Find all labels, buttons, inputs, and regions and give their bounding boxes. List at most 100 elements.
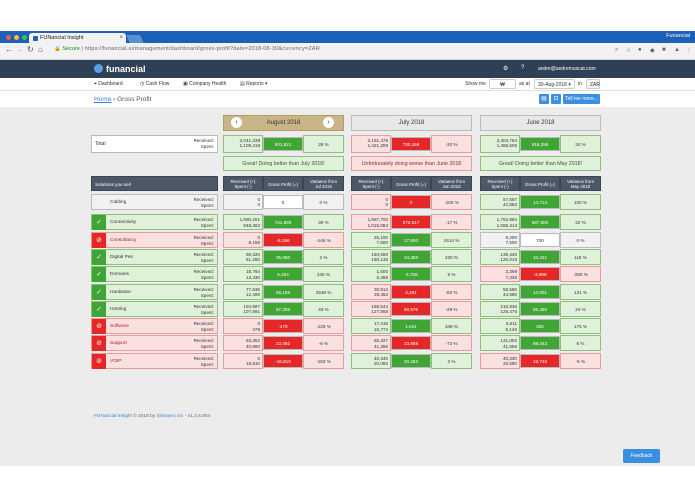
cell-received: 5,511: [505, 321, 517, 327]
chart-view-button[interactable]: ▤: [539, 94, 549, 104]
nav-reports[interactable]: ▤ Reports ▾: [240, 81, 268, 87]
cell-received: 194,997: [243, 303, 260, 309]
row-label-voip[interactable]: ⊘ VOIP Received: Spent:: [91, 352, 218, 369]
cell-received: 30,914: [373, 286, 388, 292]
cell-gross-profit: 65,166: [263, 284, 303, 299]
star-icon[interactable]: ☆: [626, 48, 632, 54]
app-logo[interactable]: funancial: [106, 64, 146, 74]
row-label-cabling[interactable]: Cabling Received: Spent:: [91, 194, 218, 210]
cell-gross-profit: -3,758: [391, 267, 431, 282]
forward-icon[interactable]: →: [16, 45, 24, 54]
show-me-label: Show me: [465, 81, 486, 87]
browser-profile[interactable]: Funancial: [666, 33, 690, 39]
row-name: Digital Pen: [110, 254, 134, 260]
breadcrumb-home-link[interactable]: Home: [94, 96, 112, 103]
cell-received-spent: 65,327 41,359: [351, 335, 391, 352]
cell-received: 210,936: [500, 303, 517, 309]
tell-me-more-button[interactable]: Tell me more...: [563, 94, 600, 104]
cell-spent: 107,691: [243, 309, 260, 315]
cell-received-spent: 96,320 61,260: [223, 248, 263, 265]
table-view-button[interactable]: ⊡: [551, 94, 561, 104]
row-label-hosting[interactable]: ✓ Hosting Received: Spent:: [91, 300, 218, 317]
footer-copyright: © 2018 by: [131, 414, 157, 419]
cell-spent: 13,330: [245, 274, 260, 280]
nav-company-health[interactable]: ▣ Company Health: [183, 81, 226, 87]
chart-icon: ▤: [240, 81, 245, 87]
cell-received-spent: 194,997 107,691: [223, 300, 263, 317]
month-header-jul: July 2018: [351, 115, 472, 131]
row-name: Consultancy: [110, 237, 137, 243]
cell-variance: 131 %: [560, 283, 601, 300]
window-maximize-dot[interactable]: [22, 35, 27, 40]
feedback-button[interactable]: Feedback: [623, 449, 660, 463]
cell-gross-profit: 14,001: [520, 284, 560, 299]
row-label-domains[interactable]: ✓ Domains Received: Spent:: [91, 266, 218, 283]
message-jun: Great! Doing better than May 2018!: [480, 156, 601, 171]
header-variance-line2: May 2018: [570, 184, 591, 189]
header-received-spent-jul: Received (+) Spent (-): [351, 176, 391, 191]
address-bar[interactable]: 🔒 Secure | https://funancial.ai/manageme…: [54, 46, 614, 56]
cell-received: 63,352: [245, 338, 260, 344]
show-me-select[interactable]: ₩: [489, 79, 516, 89]
nav-cash-flow[interactable]: ◷ Cash Flow: [140, 81, 169, 87]
spent-label: Spent:: [200, 309, 214, 315]
home-icon[interactable]: ⌂: [38, 45, 43, 54]
zoom-icon[interactable]: ⌕: [615, 47, 619, 53]
browser-tab[interactable]: FUNancial Insight ×: [29, 33, 126, 43]
cell-variance: 30 %: [303, 214, 344, 231]
row-label-connectivity[interactable]: ✓ Connectivity Received: Spent:: [91, 214, 218, 231]
extension-icon-2[interactable]: ◆: [650, 48, 655, 54]
row-label-hardware[interactable]: ✓ Hardware Received: Spent:: [91, 283, 218, 300]
prev-month-button[interactable]: ‹: [231, 117, 242, 128]
message-jul: Unfortunately doing worse than June 2018: [351, 156, 472, 171]
extension-icon-3[interactable]: ■: [662, 47, 666, 53]
footer-company-link[interactable]: Sinnaero Inc: [156, 414, 184, 419]
cell-variance: 230 %: [431, 248, 472, 265]
row-label-support[interactable]: ⊘ Support Received: Spent:: [91, 335, 218, 352]
cell-gross-profit: 60,976: [391, 301, 431, 316]
extension-icon[interactable]: ●: [638, 47, 642, 53]
cell-received: 58,585: [502, 286, 517, 292]
received-label: Received:: [193, 303, 214, 309]
reload-icon[interactable]: ↻: [27, 45, 34, 54]
footer: FUNancial Insight © 2018 by Sinnaero Inc…: [94, 414, 210, 419]
cell-received-spent: 1,752,994 1,065,314: [480, 214, 520, 231]
header-spent: Spent (-): [234, 184, 252, 189]
received-label: Received:: [193, 251, 214, 257]
cell-variance: 2 %: [303, 248, 344, 265]
lock-icon: 🔒: [54, 46, 61, 52]
total-spent-jun: 1,486,506: [496, 143, 517, 149]
header-variance-aug: Variance from Jul 2018: [303, 176, 344, 191]
help-icon[interactable]: ?: [521, 65, 525, 71]
favicon-icon: [33, 35, 38, 41]
tab-close-icon[interactable]: ×: [119, 34, 123, 41]
row-label-software[interactable]: ⊘ Software Received: Spent:: [91, 318, 218, 335]
window-minimize-dot[interactable]: [14, 35, 19, 40]
cell-received-spent: 1,600 5,358: [351, 266, 391, 283]
nav-reports-label: Reports: [246, 81, 264, 87]
menu-icon[interactable]: ⋮: [686, 48, 692, 54]
currency-select[interactable]: ZAR: [586, 79, 600, 89]
clock-icon: ◷: [140, 81, 145, 87]
secure-label: Secure: [62, 46, 80, 52]
row-label-consultancy[interactable]: ⊘ Consultancy Received: Spent:: [91, 231, 218, 248]
cell-variance: 3 %: [431, 352, 472, 369]
cell-received-spent: 58,585 44,585: [480, 283, 520, 300]
window-close-dot[interactable]: [6, 35, 11, 40]
row-label-digital-pen[interactable]: ✓ Digital Pen Received: Spent:: [91, 248, 218, 265]
cell-received: 194,550: [371, 251, 388, 257]
cell-received-spent: 8,200 7,500: [480, 231, 520, 248]
footer-app-link[interactable]: FUNancial Insight: [94, 414, 132, 419]
cell-spent: 1,065,314: [496, 222, 517, 228]
dashboard-icon: ⌖: [94, 81, 97, 87]
date-select[interactable]: 30-Aug-2018 ▾: [534, 79, 575, 89]
cell-variance: 100 %: [560, 194, 601, 210]
cell-gross-profit: 89,343: [520, 336, 560, 351]
back-icon[interactable]: ←: [5, 45, 13, 54]
extension-icon-4[interactable]: ▲: [674, 47, 680, 53]
received-label: Received:: [193, 338, 214, 344]
gear-icon[interactable]: ⚙: [503, 66, 509, 72]
next-month-button[interactable]: ›: [323, 117, 334, 128]
user-email[interactable]: andre@andremuscat.com: [538, 66, 596, 72]
nav-dashboard[interactable]: ⌖ Dashboard: [94, 81, 123, 87]
